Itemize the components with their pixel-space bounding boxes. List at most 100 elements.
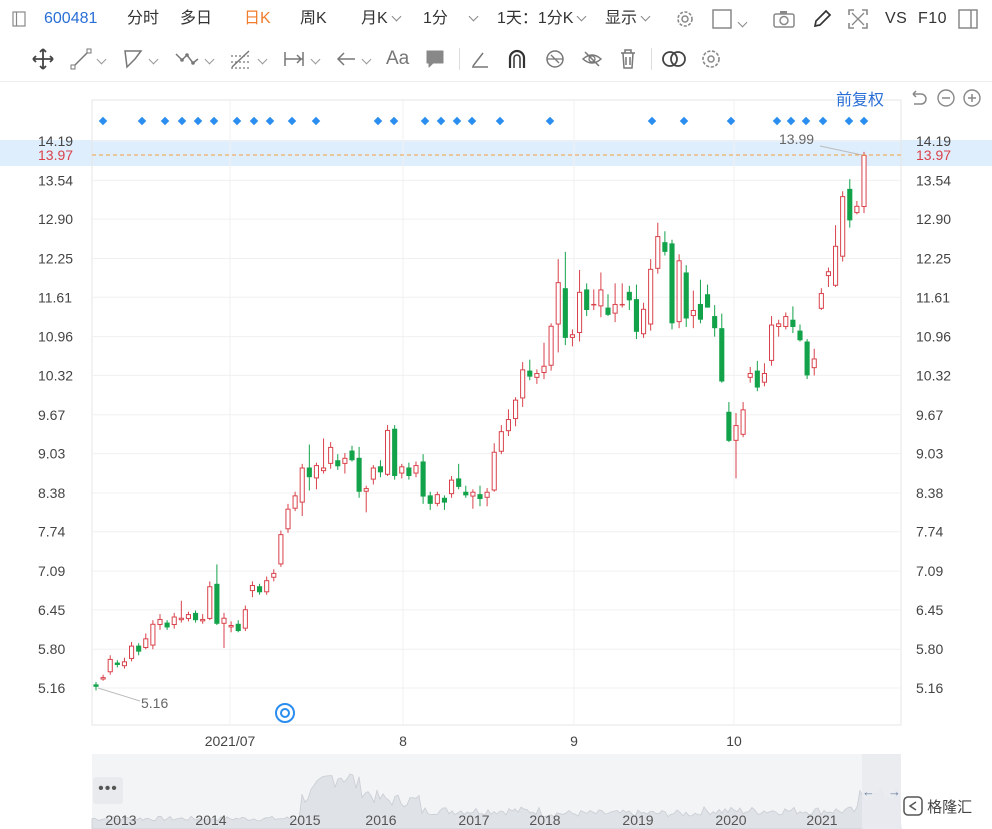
undo-icon[interactable] — [908, 88, 928, 113]
camera-icon[interactable] — [772, 0, 796, 38]
y-axis-left: 14.19 13.54 12.90 12.25 11.61 10.96 10.32 9.67 9… — [38, 133, 73, 696]
candle-body — [420, 461, 426, 497]
y-tick-label-left: 7.09 — [38, 563, 65, 579]
candle-body — [200, 618, 206, 622]
candle-body — [413, 465, 419, 474]
tab-monthly-k[interactable]: 月K — [361, 0, 402, 38]
wave-tool-icon[interactable] — [174, 47, 215, 71]
range-tool-icon[interactable] — [282, 47, 321, 71]
candle — [747, 366, 753, 383]
overview-left-arrow[interactable]: ← — [862, 784, 875, 799]
line-tool-icon[interactable] — [70, 47, 107, 71]
candle — [605, 294, 611, 317]
menu-icon[interactable] — [12, 0, 26, 38]
candle — [484, 488, 490, 507]
candle — [448, 475, 455, 498]
y-tick-label-right: 12.90 — [916, 211, 951, 227]
fib-tool-icon[interactable] — [229, 47, 268, 71]
pencil-icon[interactable] — [811, 0, 833, 38]
candle — [441, 495, 448, 510]
plot-frame — [91, 99, 902, 726]
overview-right-arrow[interactable]: → — [888, 784, 901, 799]
event-marker — [420, 116, 430, 126]
color-picker[interactable] — [712, 0, 748, 38]
vs-compare-button[interactable]: VS — [885, 10, 908, 27]
candle — [697, 279, 704, 324]
f10-button[interactable]: F10 — [918, 10, 948, 27]
y-tick-label-right: 14.19 — [916, 133, 951, 149]
candle — [768, 316, 775, 366]
candle-body — [555, 282, 561, 325]
period-select[interactable]: 1天：1分K — [497, 0, 587, 38]
candle-body — [861, 154, 867, 208]
event-marker — [265, 116, 275, 126]
panel-toggle-icon[interactable] — [958, 0, 978, 38]
fullscreen-icon[interactable] — [847, 0, 869, 38]
event-marker — [545, 116, 555, 126]
arrow-tool-icon[interactable] — [335, 47, 372, 71]
candle-body — [399, 466, 405, 474]
candle-body — [733, 425, 739, 441]
candle — [171, 612, 177, 629]
candle — [669, 239, 675, 330]
navigator-menu-button[interactable]: ••• — [93, 777, 123, 804]
toolbar-divider — [651, 48, 652, 70]
stock-code[interactable]: 600481 — [44, 10, 98, 27]
compare-icon[interactable] — [660, 47, 688, 71]
y-tick-label-left: 10.96 — [38, 329, 73, 345]
candle-body — [505, 419, 512, 432]
event-marker — [373, 116, 383, 126]
lock-drawings-icon[interactable] — [543, 47, 567, 71]
event-marker — [287, 116, 297, 126]
candle — [541, 342, 547, 380]
candle-body — [605, 307, 611, 315]
candle-body — [569, 334, 576, 338]
candle — [164, 620, 170, 630]
text-tool-icon[interactable]: Aa — [386, 48, 410, 69]
event-marker — [647, 116, 657, 126]
candle — [512, 397, 519, 427]
event-marker — [98, 116, 108, 126]
tab-multi-day[interactable]: 多日 — [180, 10, 213, 27]
candle-body — [107, 658, 113, 673]
candle — [619, 283, 625, 308]
max-price-pointer — [819, 145, 863, 156]
zoom-out-icon[interactable] — [936, 88, 956, 113]
candle — [136, 643, 142, 656]
chart-settings-gear-icon[interactable] — [700, 47, 722, 71]
candle-body — [697, 303, 704, 320]
overview-year-label: 2020 — [715, 812, 746, 828]
display-menu[interactable]: 显示 — [605, 0, 651, 38]
candle-body — [342, 457, 348, 464]
candle-body — [448, 479, 455, 495]
zoom-in-icon[interactable] — [962, 88, 982, 113]
candle — [534, 369, 540, 384]
candle-body — [541, 365, 547, 374]
polygon-tool-icon[interactable] — [122, 47, 159, 71]
candle — [555, 259, 561, 353]
tab-daily-k[interactable]: 日K — [244, 10, 271, 27]
candle-body — [256, 586, 263, 593]
event-marker — [160, 116, 170, 126]
measure-icon[interactable] — [469, 47, 491, 71]
move-icon[interactable] — [31, 47, 55, 71]
candle — [363, 485, 369, 513]
settings-gear-icon[interactable] — [674, 0, 696, 38]
trash-icon[interactable] — [618, 47, 638, 71]
candle — [648, 259, 654, 331]
x-axis: 2021/07 8 9 10 — [205, 733, 742, 749]
candle-body — [790, 319, 796, 327]
hide-drawings-icon[interactable] — [581, 47, 603, 71]
comment-icon[interactable] — [424, 47, 446, 71]
candle — [704, 284, 711, 308]
tab-1min[interactable]: 1分 — [423, 0, 479, 38]
at-icon[interactable] — [275, 703, 295, 723]
tab-weekly-k[interactable]: 周K — [300, 10, 327, 27]
price-adjust-mode[interactable]: 前复权 — [836, 92, 885, 109]
tab-intraday[interactable]: 分时 — [127, 10, 160, 27]
overview-window[interactable] — [862, 754, 901, 829]
candle-body — [171, 616, 177, 626]
candle-body — [676, 260, 682, 323]
magnet-icon[interactable] — [506, 47, 528, 71]
